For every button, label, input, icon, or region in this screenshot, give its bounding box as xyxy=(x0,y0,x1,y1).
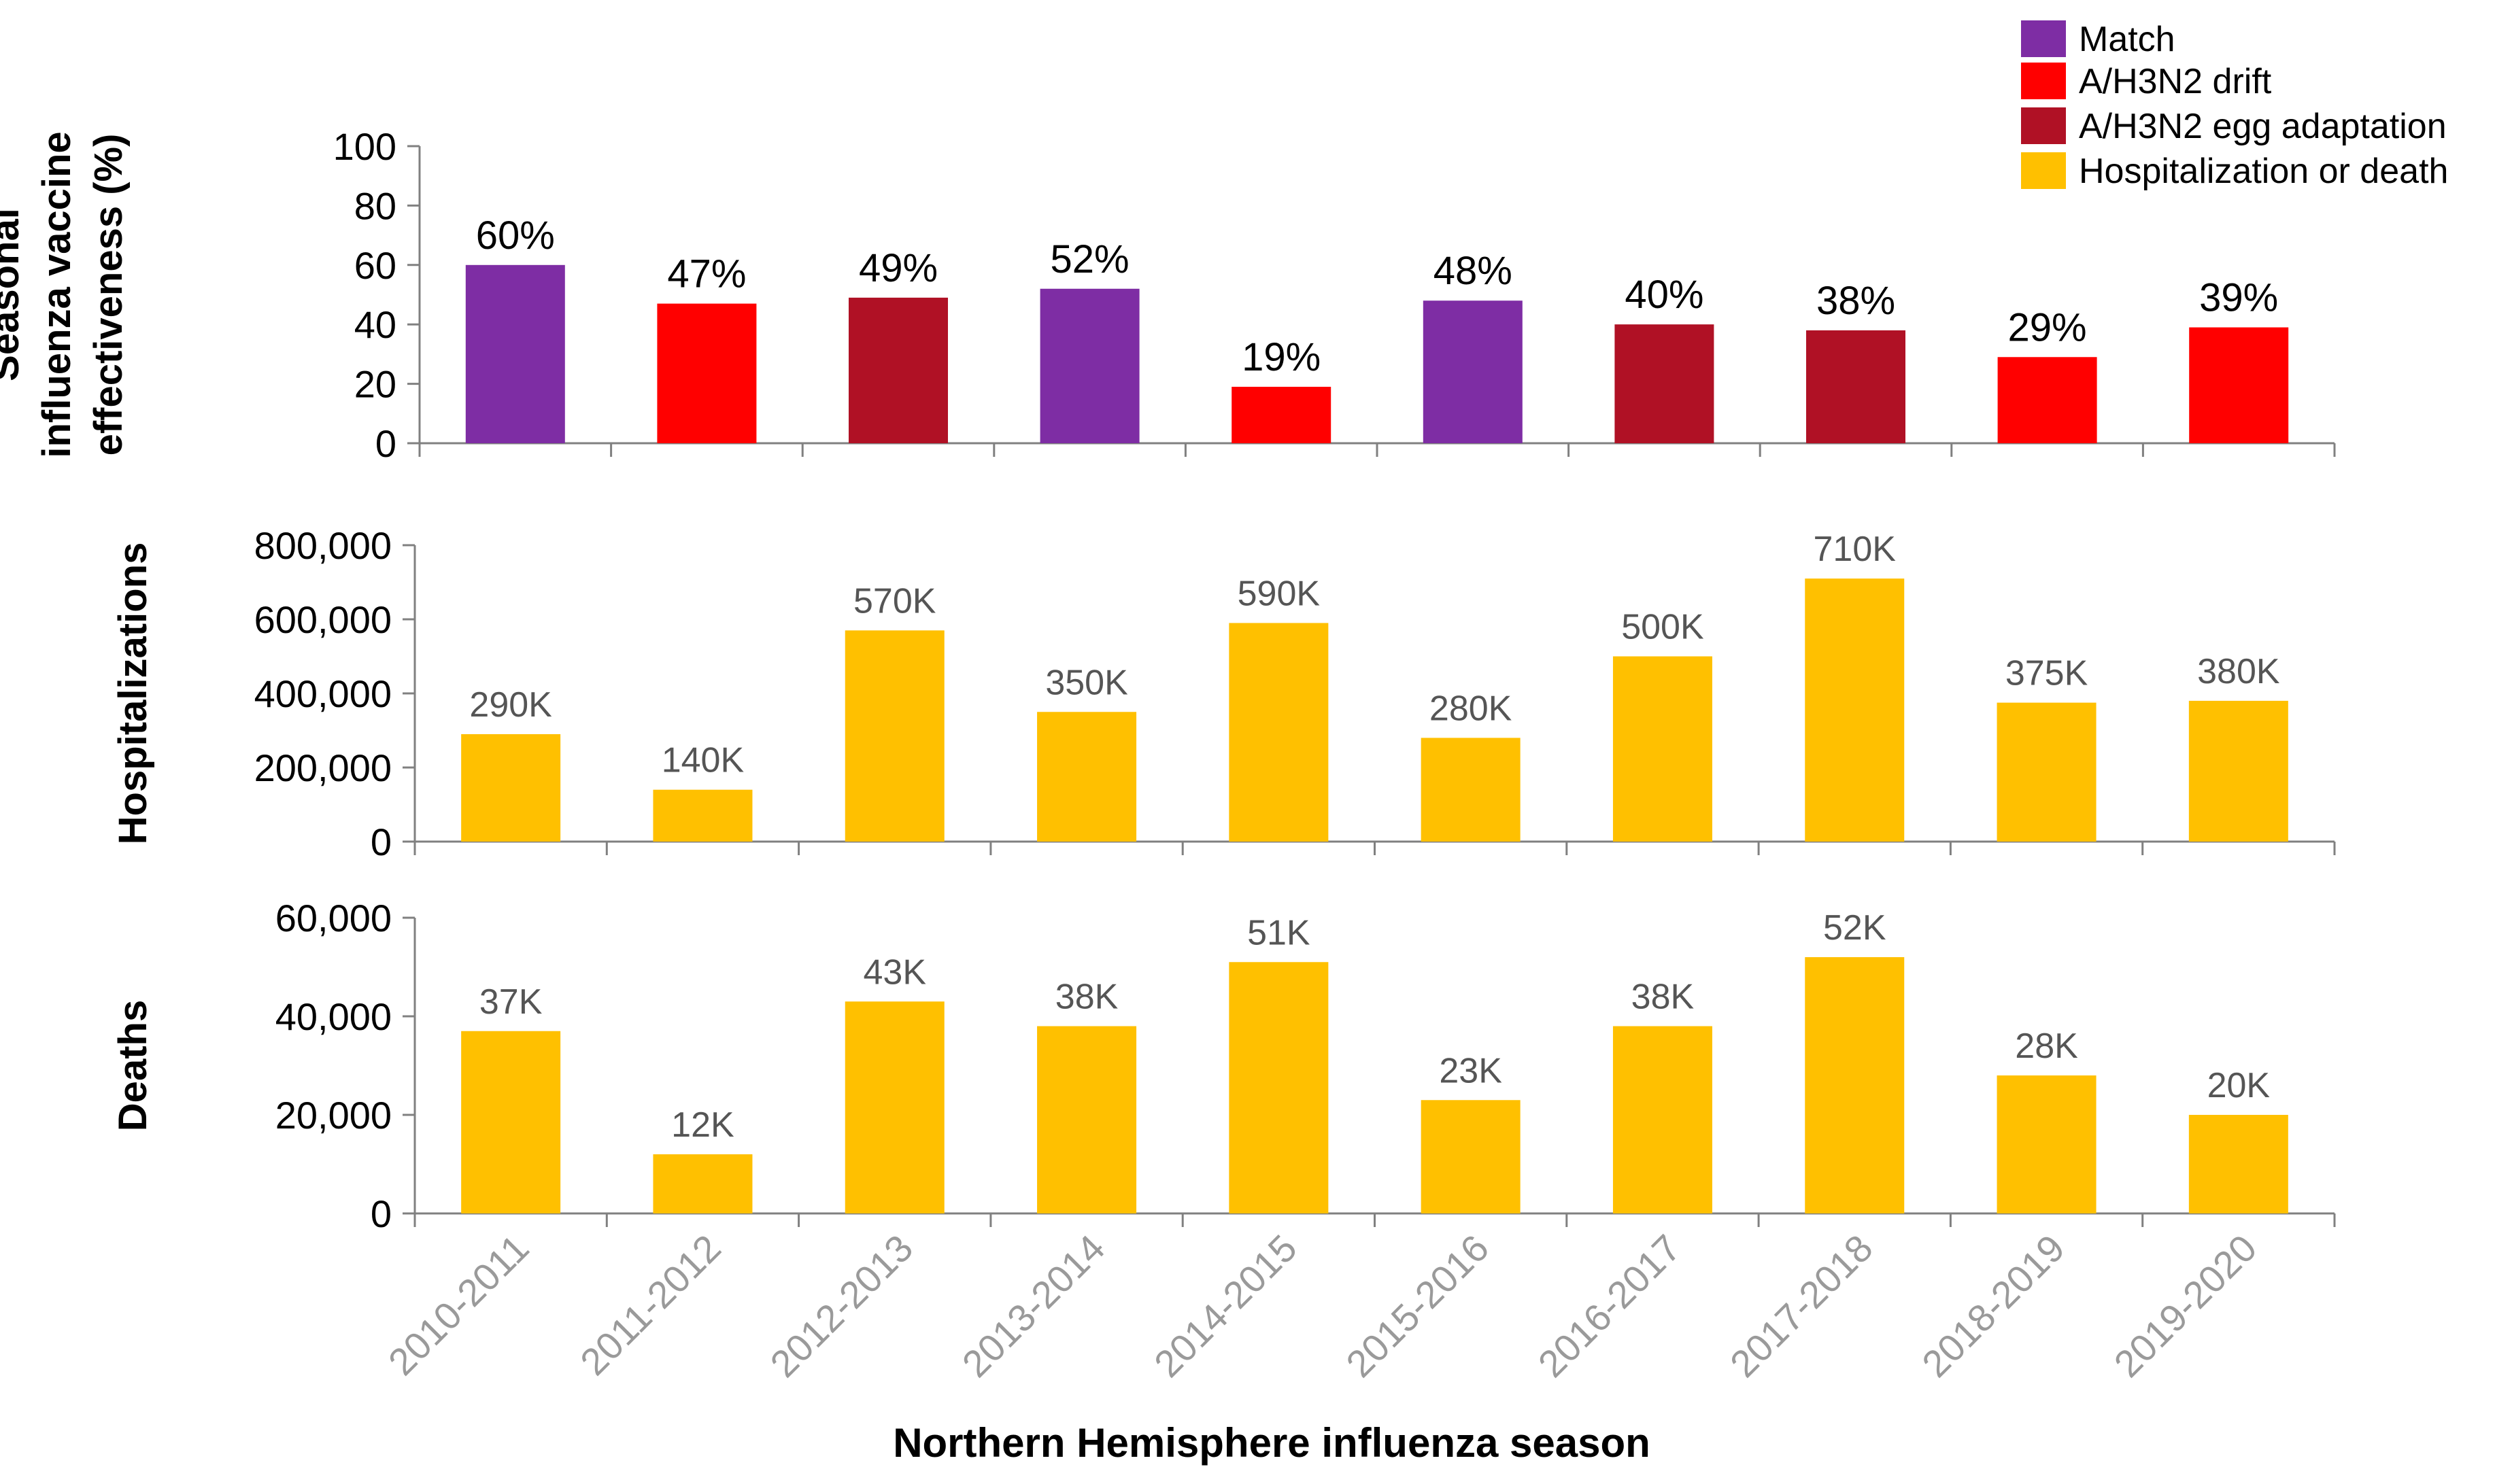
data-label-2015-2016: 280K xyxy=(1429,689,1512,728)
bar-2017-2018 xyxy=(1805,957,1905,1213)
bar-2019-2020 xyxy=(2188,1115,2288,1213)
data-label-2018-2019: 28K xyxy=(2015,1026,2078,1066)
y-tick-label: 0 xyxy=(375,422,396,465)
data-label-2019-2020: 39% xyxy=(2199,276,2278,320)
data-label-2017-2018: 38% xyxy=(1816,279,1895,323)
data-label-2013-2014: 38K xyxy=(1055,978,1119,1017)
bar-2019-2020 xyxy=(2189,327,2289,443)
bar-2010-2011 xyxy=(461,734,561,842)
legend-swatch-match xyxy=(2021,20,2066,57)
bar-2019-2020 xyxy=(2188,700,2288,842)
data-label-2019-2020: 20K xyxy=(2207,1066,2271,1105)
y-tick-label: 60,000 xyxy=(275,897,392,939)
data-label-2014-2015: 590K xyxy=(1238,574,1321,613)
data-label-2011-2012: 12K xyxy=(671,1105,734,1145)
bar-2013-2014 xyxy=(1037,1026,1137,1213)
bar-2010-2011 xyxy=(465,264,565,443)
data-label-2018-2019: 29% xyxy=(2008,305,2087,349)
y-tick-label: 600,000 xyxy=(254,598,392,641)
data-label-2017-2018: 52K xyxy=(1823,908,1886,948)
bar-2018-2019 xyxy=(1997,702,2097,842)
data-label-2011-2012: 47% xyxy=(667,252,746,296)
y-tick-label: 200,000 xyxy=(254,746,392,789)
bar-2011-2012 xyxy=(657,303,757,443)
bar-2012-2013 xyxy=(845,1001,945,1213)
y-tick-label: 400,000 xyxy=(254,672,392,715)
data-label-2018-2019: 375K xyxy=(2005,654,2088,693)
data-label-2016-2017: 38K xyxy=(1631,978,1695,1017)
legend-label-drift: A/H3N2 drift xyxy=(2079,62,2272,101)
legend-label-egg: A/H3N2 egg adaptation xyxy=(2079,107,2447,146)
y-tick-label: 20 xyxy=(354,363,396,406)
y-tick-label: 80 xyxy=(354,184,396,227)
y-tick-label: 40,000 xyxy=(275,995,392,1038)
hospitalizations-panel: 0 200,000 400,000 600,000 800,000 290K 140K 570… xyxy=(111,524,2336,863)
bar-2018-2019 xyxy=(1997,357,2097,443)
data-label-2014-2015: 51K xyxy=(1247,913,1310,952)
y-tick-label: 40 xyxy=(354,303,396,346)
bar-2013-2014 xyxy=(1037,712,1137,842)
legend-swatch-hosp xyxy=(2021,152,2066,189)
data-label-2010-2011: 60% xyxy=(476,213,555,258)
bar-2017-2018 xyxy=(1806,330,1905,443)
data-label-2012-2013: 43K xyxy=(863,952,926,992)
data-label-2015-2016: 48% xyxy=(1433,249,1512,293)
bar-2016-2017 xyxy=(1614,324,1714,443)
y-axis-title: Hospitalizations xyxy=(111,542,155,845)
y-tick-label: 800,000 xyxy=(254,524,392,567)
legend-label-match: Match xyxy=(2079,20,2175,59)
bar-2017-2018 xyxy=(1805,579,1905,842)
x-axis-title: Northern Hemisphere influenza season xyxy=(893,1420,1650,1466)
data-label-2013-2014: 52% xyxy=(1051,237,1130,281)
data-label-2014-2015: 19% xyxy=(1242,335,1321,379)
bar-2018-2019 xyxy=(1997,1075,2097,1213)
bar-2015-2016 xyxy=(1423,300,1523,443)
data-label-2012-2013: 570K xyxy=(853,581,936,621)
bar-2015-2016 xyxy=(1421,738,1521,842)
data-label-2010-2011: 37K xyxy=(479,982,543,1022)
y-tick-label: 100 xyxy=(333,125,396,168)
y-tick-label: 0 xyxy=(371,1192,392,1235)
bar-2014-2015 xyxy=(1229,623,1329,842)
data-label-2013-2014: 350K xyxy=(1045,663,1128,702)
bar-2016-2017 xyxy=(1612,1026,1712,1213)
data-label-2017-2018: 710K xyxy=(1814,530,1897,569)
bar-2016-2017 xyxy=(1612,656,1712,842)
data-label-2011-2012: 140K xyxy=(662,741,745,780)
bar-2010-2011 xyxy=(461,1031,561,1213)
bar-2014-2015 xyxy=(1229,962,1329,1213)
bar-2015-2016 xyxy=(1421,1100,1521,1213)
legend-label-hosp: Hospitalization or death xyxy=(2079,152,2448,191)
y-tick-label: 20,000 xyxy=(275,1094,392,1137)
legend-swatch-egg xyxy=(2021,107,2066,144)
data-label-2016-2017: 500K xyxy=(1621,608,1704,647)
bar-2013-2014 xyxy=(1040,288,1140,443)
data-label-2019-2020: 380K xyxy=(2197,652,2280,691)
data-label-2016-2017: 40% xyxy=(1625,273,1703,317)
y-axis-title: Seasonal xyxy=(0,208,27,381)
bar-2012-2013 xyxy=(845,630,945,842)
y-tick-label: 60 xyxy=(354,244,396,287)
y-axis-title: effectiveness (%) xyxy=(86,134,131,456)
bar-2011-2012 xyxy=(653,1154,753,1213)
y-tick-label: 0 xyxy=(371,821,392,863)
vaccine-effectiveness-panel: 0 20 40 60 80 100 60% 47% 49% 52% 19% 48% 40% 38% 29% 3… xyxy=(0,125,2336,465)
data-label-2015-2016: 23K xyxy=(1439,1051,1502,1090)
bar-2014-2015 xyxy=(1232,386,1331,443)
data-label-2012-2013: 49% xyxy=(859,246,938,290)
bar-2012-2013 xyxy=(849,297,948,443)
bar-2011-2012 xyxy=(653,789,753,842)
deaths-panel: 0 20,000 40,000 60,000 37K 12K 43K 38K 51K 23K 38K… xyxy=(111,897,2336,1235)
y-axis-title: Deaths xyxy=(111,1000,155,1131)
y-axis-title: influenza vaccine xyxy=(35,131,79,458)
legend-swatch-drift xyxy=(2021,63,2066,99)
data-label-2010-2011: 290K xyxy=(469,685,552,725)
